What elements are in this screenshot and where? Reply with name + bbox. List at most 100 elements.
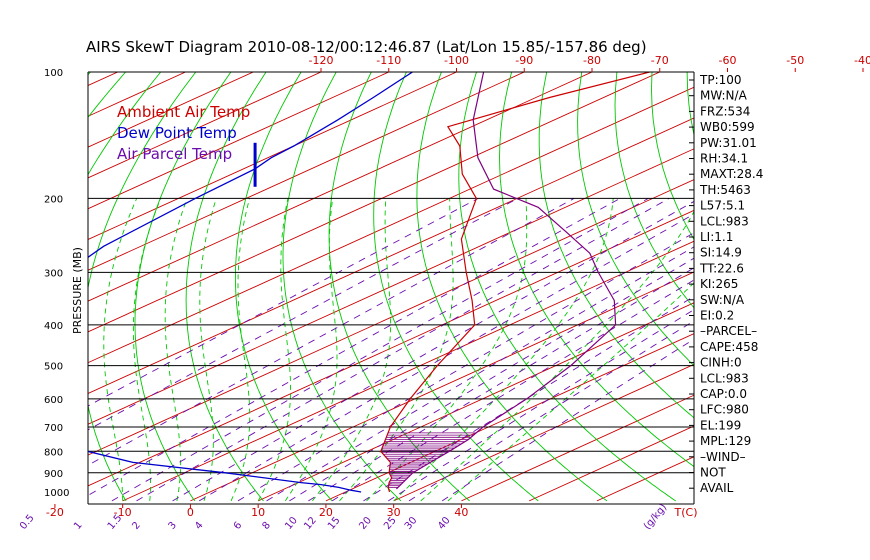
dry-adiabat-line	[185, 72, 267, 502]
bottom-temp-tick-label: 30	[387, 506, 401, 519]
parcel-temp-line	[395, 72, 617, 490]
mixing-ratio-label: 2	[130, 520, 143, 532]
legend-air-parcel-temp: Air Parcel Temp	[117, 145, 232, 163]
legend: Ambient Air Temp Dew Point Temp Air Parc…	[117, 103, 250, 163]
pressure-tick-label: 1000	[44, 488, 69, 499]
dry-adiabat-line	[88, 72, 197, 502]
mixing-ratio-line	[408, 320, 694, 502]
top-temp-tick-label: -50	[786, 54, 804, 67]
top-temp-tick-label: -60	[719, 54, 737, 67]
mixing-ratio-line	[237, 232, 694, 502]
dry-adiabat-line	[614, 72, 694, 309]
top-temp-tick-label: -70	[651, 54, 669, 67]
index-entry: CINH:0	[700, 356, 742, 370]
index-entry: –PARCEL–	[700, 324, 757, 338]
isotherm-line	[461, 394, 694, 502]
index-entry: –WIND–	[700, 450, 746, 464]
pressure-tick-label: 100	[44, 68, 63, 79]
top-temp-tick-label: -120	[309, 54, 334, 67]
pressure-tick-label: 500	[44, 362, 63, 373]
mixing-ratio-label: 4	[193, 520, 206, 532]
index-entry: SI:14.9	[700, 246, 742, 260]
mixing-ratio-line	[331, 279, 694, 502]
dry-adiabat-line	[88, 72, 126, 118]
pressure-tick-label: 200	[44, 194, 63, 205]
mixing-ratio-label: 20	[357, 515, 374, 532]
bottom-temp-tick-label: 40	[454, 506, 468, 519]
moist-adiabat-line	[230, 198, 251, 502]
dry-adiabat-line	[538, 72, 694, 419]
index-entry: MPL:129	[700, 434, 751, 448]
index-entry: L57:5.1	[700, 199, 745, 213]
dry-adiabat-line	[499, 72, 694, 468]
index-entry: RH:34.1	[700, 152, 748, 166]
index-entry: KI:265	[700, 277, 738, 291]
sounding-profiles	[88, 72, 650, 493]
isotherm-line	[88, 72, 118, 87]
isotherm-line	[88, 72, 593, 302]
mixing-ratio-unit-label: (g/kg)	[642, 502, 670, 532]
moist-adiabat-line	[393, 198, 614, 502]
index-entry: LI:1.1	[700, 230, 733, 244]
index-entry: LCL:983	[700, 214, 749, 228]
bottom-unit-label: T(C)	[674, 506, 698, 519]
pressure-tick-label: 300	[44, 268, 63, 279]
bottom-temp-tick-label: 10	[251, 506, 265, 519]
isotherm-line	[88, 86, 694, 364]
isotherm-line	[122, 240, 694, 502]
moist-adiabat-line	[257, 198, 291, 502]
dry-adiabat-line	[757, 72, 870, 501]
mixing-ratio-label: 40	[436, 515, 453, 532]
mixing-ratio-line	[136, 198, 670, 502]
index-entry: PW:31.01	[700, 136, 757, 150]
index-entry: EL:199	[700, 418, 741, 432]
top-temp-tick-label: -40	[854, 54, 870, 67]
isotherm-line	[0, 72, 50, 501]
isotherm-line	[257, 302, 694, 502]
isotherm-line	[88, 72, 322, 179]
chart-title: AIRS SkewT Diagram 2010-08-12/00:12:46.8…	[86, 38, 647, 56]
mixing-ratio-line	[111, 198, 649, 502]
index-entry: MAXT:28.4	[700, 167, 763, 181]
isotherm-line	[88, 72, 660, 333]
top-temp-tick-label: -80	[583, 54, 601, 67]
dry-adiabat-line	[328, 72, 470, 502]
mixing-ratio-line	[88, 198, 479, 407]
index-entry: TP:100	[699, 73, 742, 87]
index-entry: WB0:599	[700, 120, 755, 134]
isotherm-line	[88, 209, 694, 487]
moist-adiabat-line	[312, 198, 392, 502]
index-entry: NOT	[700, 466, 726, 480]
mixing-ratio-label: 30	[403, 515, 420, 532]
mixing-ratio-line	[172, 200, 694, 502]
isotherm-line	[88, 72, 389, 210]
top-temp-tick-label: -100	[444, 54, 469, 67]
dry-adiabat-line	[863, 72, 870, 501]
index-entry: LCL:983	[700, 371, 749, 385]
moist-adiabat-line	[366, 198, 528, 502]
moist-adiabat-line	[284, 198, 338, 502]
pressure-tick-label: 700	[44, 423, 63, 434]
dry-adiabat-line	[282, 72, 402, 502]
ambient-temp-line	[380, 72, 650, 493]
mixing-ratio-line	[266, 246, 694, 502]
isotherm-line	[190, 271, 694, 502]
isotherm-line	[393, 363, 694, 502]
mixing-ratio-label: 3	[166, 520, 179, 532]
legend-ambient-air-temp: Ambient Air Temp	[117, 103, 250, 121]
pressure-tick-label: 400	[44, 321, 63, 332]
top-temp-tick-label: -90	[515, 54, 533, 67]
isotherm-line	[88, 179, 694, 456]
index-entry: TT:22.6	[699, 261, 744, 275]
dry-adiabat-line	[577, 72, 694, 367]
isotherm-line	[88, 117, 694, 394]
index-entry: SW:N/A	[700, 293, 745, 307]
mixing-ratio-line	[88, 198, 621, 496]
isotherm-line	[88, 72, 525, 271]
dry-adiabat-line	[651, 72, 694, 241]
background-grid	[0, 72, 870, 502]
mixing-ratio-line	[363, 295, 694, 502]
pressure-tick-label: 800	[44, 447, 63, 458]
mixing-ratio-label: 8	[260, 520, 273, 532]
mixing-ratio-label: 0.5	[18, 513, 37, 532]
